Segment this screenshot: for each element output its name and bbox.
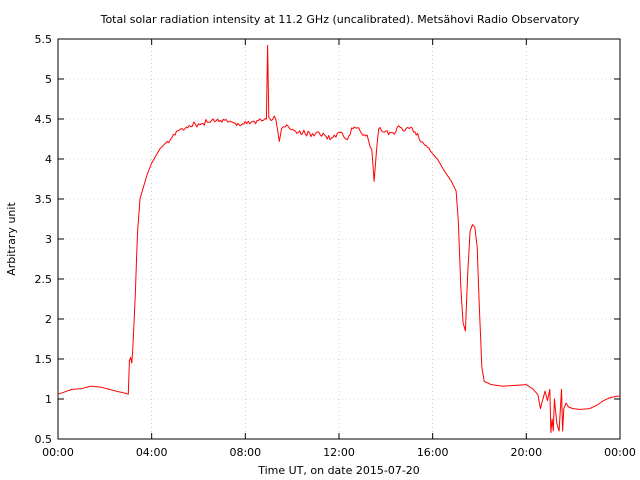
grid (58, 39, 620, 439)
x-tick-label: 08:00 (229, 446, 261, 459)
x-axis-label: Time UT, on date 2015-07-20 (257, 464, 420, 477)
x-tick-label: 16:00 (417, 446, 449, 459)
y-tick-label: 5.5 (35, 33, 53, 46)
x-tick-label: 00:00 (604, 446, 636, 459)
x-tick-label: 20:00 (510, 446, 542, 459)
y-tick-label: 4.5 (35, 113, 53, 126)
axis-ticks: 0.5 1 1.5 2 2.5 3 3.5 4 4.5 5 5.5 00:00 04:00 08:00 12… (35, 33, 636, 459)
y-tick-label: 0.5 (35, 433, 53, 446)
series-line (57, 44, 621, 434)
y-tick-label: 1.5 (35, 353, 53, 366)
series-layer (57, 44, 621, 434)
x-tick-label: 12:00 (323, 446, 355, 459)
y-tick-label: 2.5 (35, 273, 53, 286)
y-tick-label: 1 (45, 393, 52, 406)
y-tick-label: 3.5 (35, 193, 53, 206)
x-tick-label: 04:00 (136, 446, 168, 459)
y-tick-label: 5 (45, 73, 52, 86)
chart-title: Total solar radiation intensity at 11.2 … (100, 13, 580, 26)
y-tick-label: 2 (45, 313, 52, 326)
x-tick-label: 00:00 (42, 446, 74, 459)
y-tick-label: 3 (45, 233, 52, 246)
y-tick-label: 4 (45, 153, 52, 166)
y-axis-label: Arbitrary unit (5, 202, 18, 276)
